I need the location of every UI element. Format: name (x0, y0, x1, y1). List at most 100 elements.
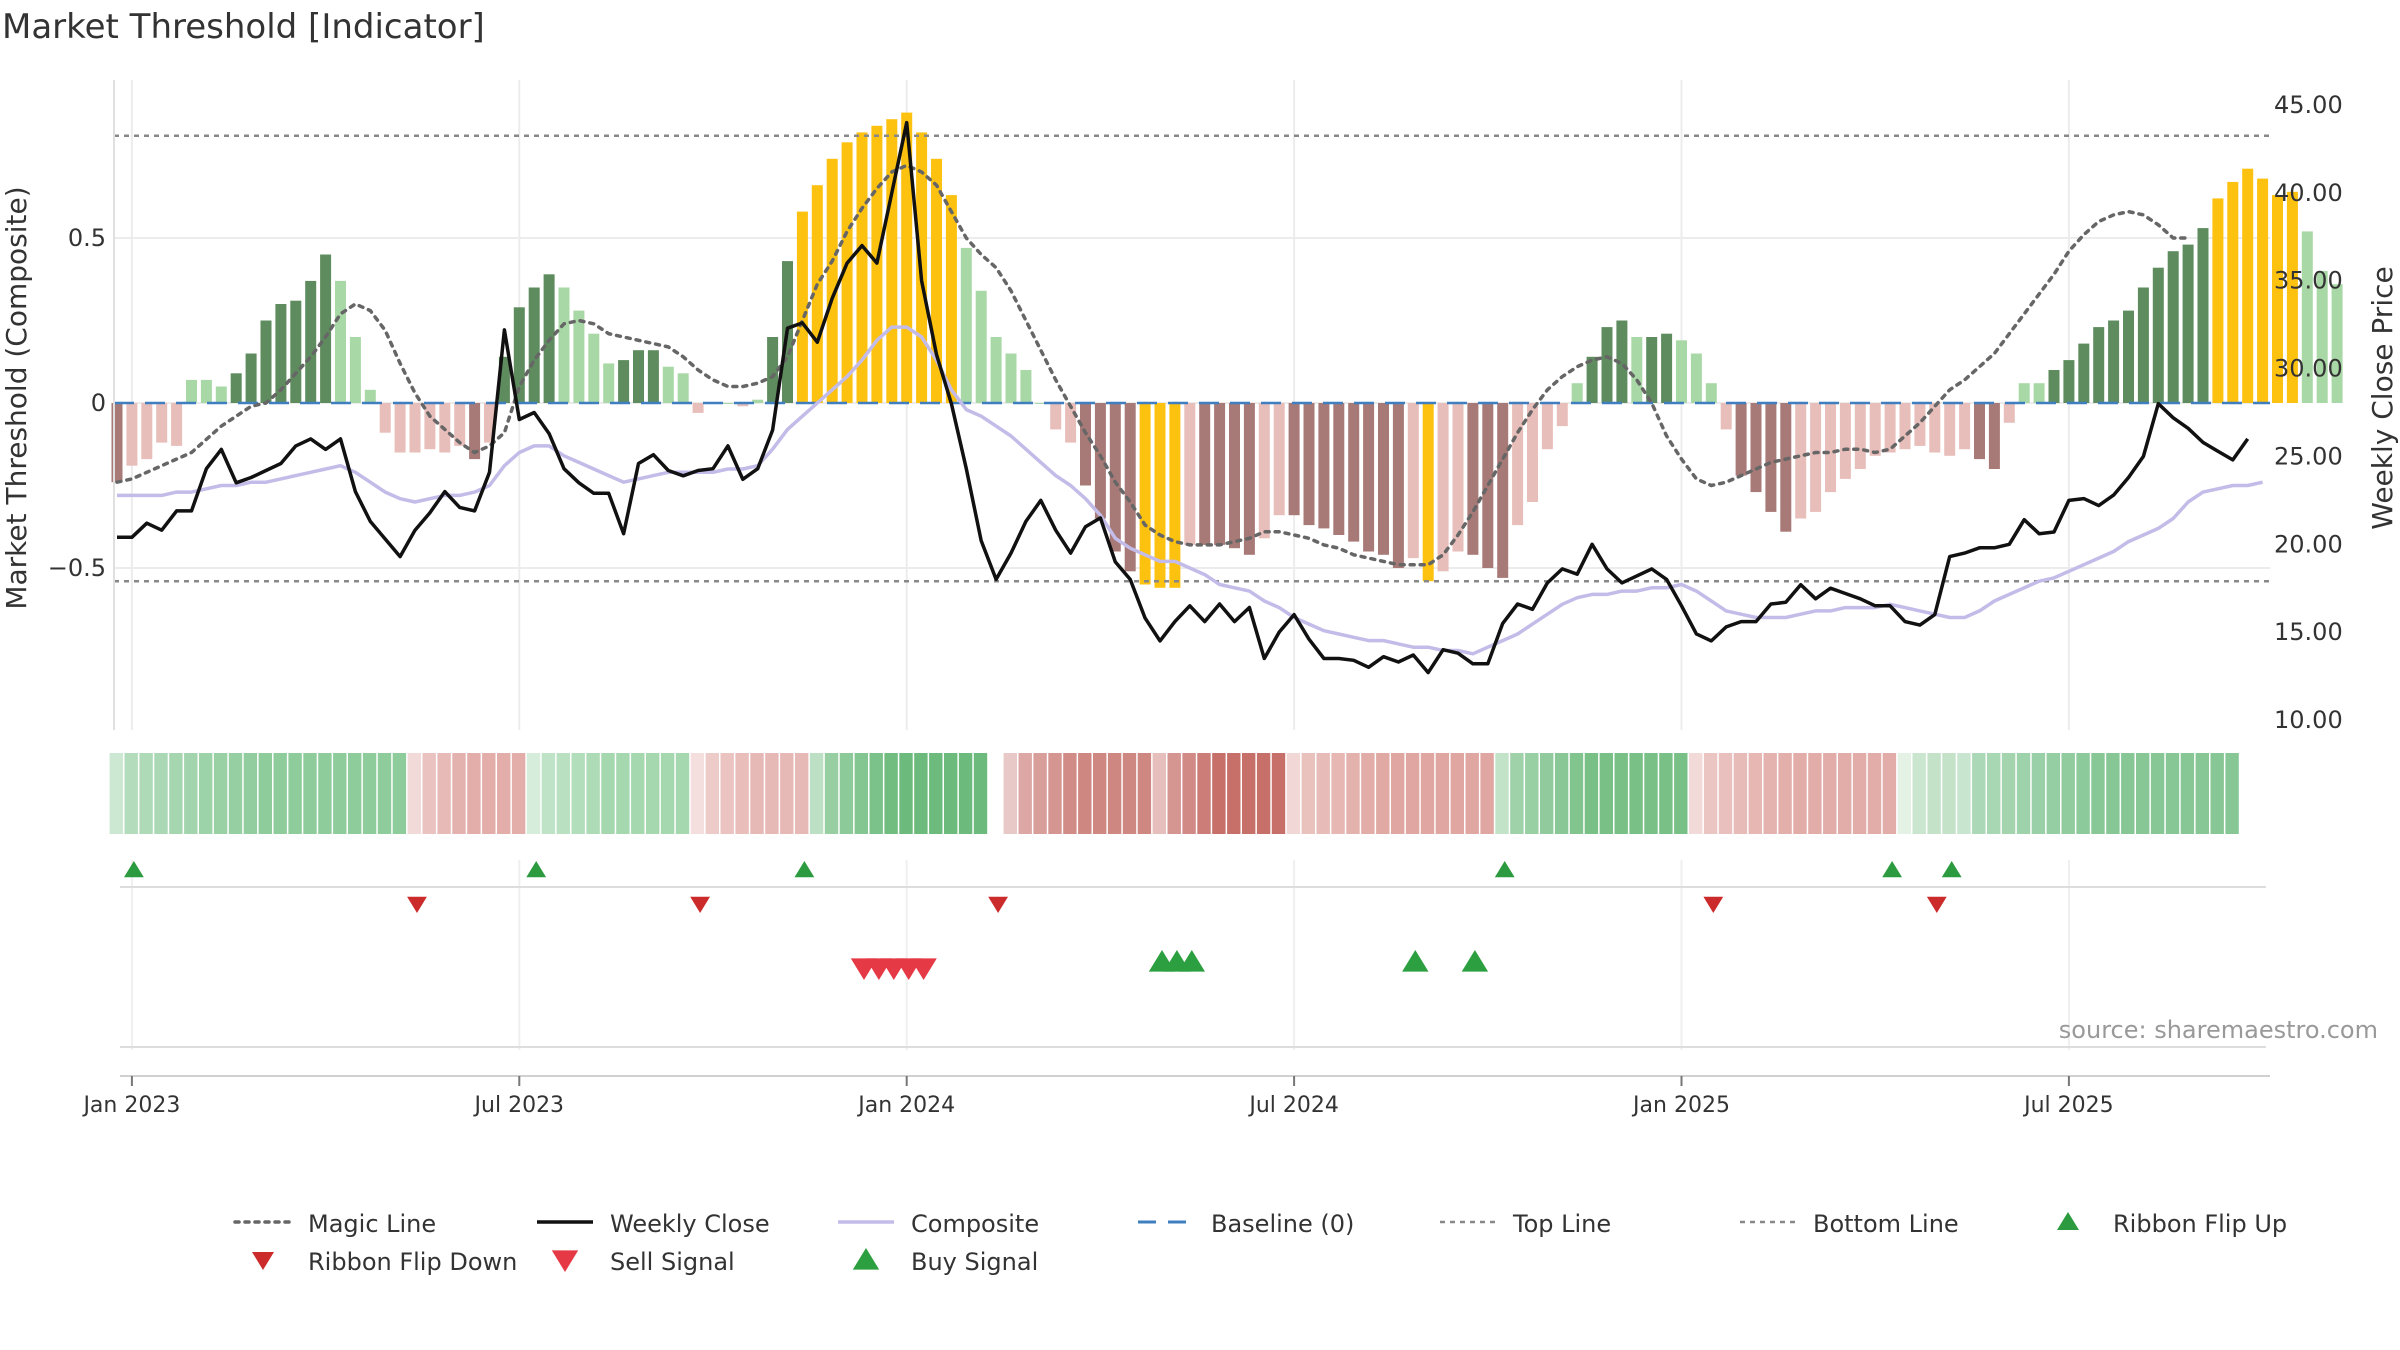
composite-bar (1631, 337, 1643, 403)
ribbon-cell (228, 753, 243, 834)
y-tick-label: 0.5 (68, 224, 106, 252)
composite-bar (856, 132, 868, 403)
ribbon-cell (2031, 753, 2046, 834)
composite-bar (1571, 383, 1583, 403)
composite-bar (1094, 403, 1106, 519)
composite-bar (1273, 403, 1285, 516)
ribbon-cell (1763, 753, 1777, 834)
composite-bar (1884, 403, 1896, 453)
ribbon-cell (1122, 753, 1137, 834)
sell-signal-marker (910, 958, 937, 980)
composite-bar (811, 185, 823, 403)
ribbon-cell (899, 753, 913, 834)
legend-item: Top Line (1440, 1210, 1611, 1238)
ribbon-cell (571, 753, 585, 834)
ribbon-cell (1197, 753, 1211, 834)
composite-bar (171, 403, 183, 446)
ribbon-cell (1450, 753, 1464, 834)
composite-bar (1124, 403, 1136, 572)
composite-bar (394, 403, 406, 453)
ribbon-cell (1137, 753, 1152, 834)
composite-bar (1527, 403, 1538, 502)
composite-bar (2227, 181, 2239, 403)
composite-bar (841, 142, 853, 404)
ribbon-cell (646, 753, 660, 834)
legend-item: Buy Signal (852, 1248, 1038, 1276)
ribbon-cell (1465, 753, 1479, 834)
ribbon-cell (273, 753, 287, 834)
ribbon-cell (422, 753, 436, 834)
buy-signal-marker (1402, 950, 1429, 972)
ribbon-cell (2106, 753, 2120, 834)
composite-bar (1825, 403, 1836, 493)
ribbon-cell (333, 753, 347, 834)
composite-bar (945, 195, 957, 403)
composite-bar (305, 280, 317, 403)
ribbon-cell (765, 753, 779, 834)
ribbon-cell (124, 753, 138, 834)
ribbon-cell (497, 753, 511, 834)
ribbon-cell (1793, 753, 1807, 834)
ribbon-cell (2016, 753, 2031, 834)
ribbon-cell (929, 753, 943, 834)
ribbon-cell (1927, 753, 1941, 834)
composite-bar (1169, 403, 1181, 588)
composite-bar (1452, 403, 1464, 552)
composite-bar (1333, 403, 1345, 535)
composite-bar (1750, 403, 1762, 493)
composite-bar (2048, 370, 2060, 403)
ribbon-cell (1748, 753, 1762, 834)
ribbon-cell (1897, 753, 1911, 834)
composite-bar (1080, 403, 1091, 486)
composite-bar (1229, 403, 1240, 549)
composite-bar (1839, 403, 1851, 479)
composite-bar (796, 211, 808, 403)
composite-bar (767, 337, 779, 403)
weekly-close-line (117, 120, 2250, 675)
y2-tick-label: 20.00 (2274, 530, 2343, 558)
ribbon-cell (1093, 753, 1107, 834)
composite-bar (245, 353, 257, 403)
composite-bar (111, 403, 123, 483)
composite-bar (662, 366, 674, 403)
composite-bar (1974, 403, 1985, 460)
legend-label: Buy Signal (911, 1248, 1038, 1276)
composite-bar (1661, 333, 1673, 403)
composite-bar (2018, 383, 2030, 403)
composite-bar (2242, 168, 2254, 403)
ribbon-flip-up-marker (1941, 861, 1962, 878)
ribbon-cell (869, 753, 883, 834)
ribbon-cell (1405, 753, 1420, 834)
y2-tick-label: 40.00 (2274, 179, 2343, 207)
ribbon-cell (1689, 753, 1703, 834)
composite-bar (1050, 403, 1062, 430)
composite-bar (1392, 403, 1404, 568)
ribbon-cell (2046, 753, 2060, 834)
ribbon-flip-up-marker (794, 861, 815, 878)
composite-bar (1720, 403, 1732, 430)
composite-bar (1601, 327, 1613, 403)
x-tick-label: Jan 2024 (856, 1093, 955, 1118)
ribbon (109, 753, 2239, 834)
ribbon-cell (2091, 753, 2105, 834)
composite-bar (1214, 403, 1226, 545)
ribbon-cell (795, 753, 809, 834)
composite-bar (1407, 403, 1419, 559)
chart-title: Market Threshold [Indicator] (2, 7, 485, 47)
composite-bar (141, 403, 153, 460)
ribbon-cell (526, 753, 541, 834)
ribbon-cell (1078, 753, 1092, 834)
ribbon-cell (482, 753, 496, 834)
ribbon-cell (392, 753, 407, 834)
ribbon-cell (1033, 753, 1047, 834)
ribbon-cell (601, 753, 615, 834)
ribbon-cell (660, 753, 675, 834)
composite-bar (215, 386, 227, 403)
ribbon-cell (1867, 753, 1882, 834)
ribbon-cell (884, 753, 898, 834)
composite-bar (2093, 327, 2105, 403)
ribbon-cell (1301, 753, 1315, 834)
composite-bar (1288, 403, 1300, 516)
ribbon-cell (407, 753, 421, 834)
composite-bar (886, 119, 898, 403)
